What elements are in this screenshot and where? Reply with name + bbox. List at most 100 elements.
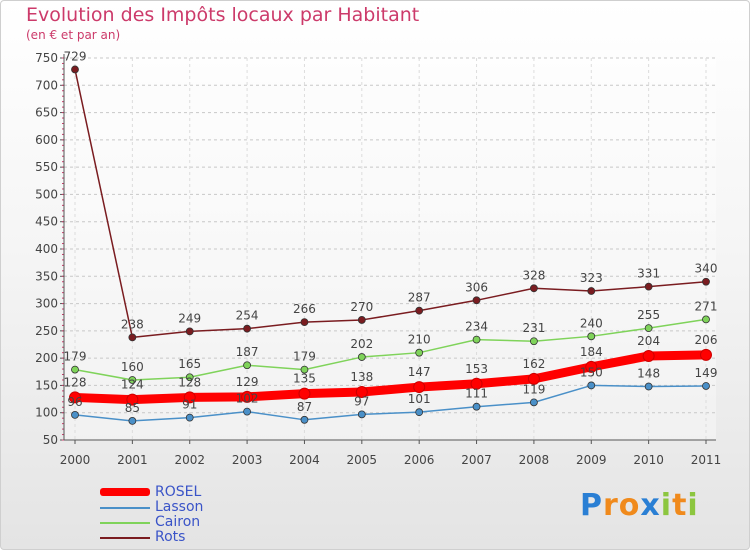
xtick-label-2007: 2007 <box>461 453 492 467</box>
point-lasson-2005 <box>357 410 366 419</box>
point-cairon-2004 <box>300 365 309 374</box>
point-rots-2005 <box>357 316 366 324</box>
xtick-label-2005: 2005 <box>347 453 378 467</box>
series-line-cairon <box>74 318 707 381</box>
point-cairon-2002 <box>185 373 194 382</box>
data-label-lasson-2008: 119 <box>522 382 545 396</box>
point-lasson-2002 <box>185 413 194 422</box>
point-rots-2003 <box>243 324 251 333</box>
data-label-rosel-2008: 162 <box>522 357 545 371</box>
data-label-cairon-2003: 187 <box>236 345 259 359</box>
ytick-label-650: 650 <box>35 106 58 120</box>
point-rots-2002 <box>185 327 194 336</box>
ytick-label-750: 750 <box>35 51 58 65</box>
data-label-lasson-2010: 148 <box>637 367 660 381</box>
xtick-label-2008: 2008 <box>519 453 550 467</box>
xtick-label-2006: 2006 <box>404 453 435 467</box>
data-label-rosel-2002: 128 <box>178 375 201 389</box>
data-label-rosel-2009: 184 <box>580 345 603 359</box>
series-line-rosel <box>70 350 711 405</box>
data-label-lasson-2009: 150 <box>580 365 603 379</box>
data-label-cairon-2000: 179 <box>64 350 87 364</box>
point-cairon-2008 <box>530 337 538 346</box>
data-label-rosel-2003: 129 <box>236 375 259 389</box>
legend-label-lasson: Lasson <box>155 499 204 515</box>
xtick-label-2001: 2001 <box>117 453 148 467</box>
data-label-lasson-2006: 101 <box>408 392 431 406</box>
data-label-rosel-2010: 204 <box>637 334 660 348</box>
ytick-label-200: 200 <box>35 351 58 365</box>
data-label-rosel-2005: 138 <box>350 370 373 384</box>
point-lasson-2001 <box>128 416 137 425</box>
data-label-rots-2003: 254 <box>236 309 259 323</box>
data-label-lasson-2007: 111 <box>465 387 488 401</box>
point-rots-2009 <box>587 287 596 295</box>
ytick-label-700: 700 <box>35 78 58 92</box>
point-lasson-2009 <box>587 381 596 390</box>
ytick-label-500: 500 <box>35 187 58 201</box>
xtick-label-2011: 2011 <box>691 453 722 467</box>
data-label-rosel-2000: 128 <box>64 375 87 389</box>
point-rosel-2010 <box>642 349 655 362</box>
legend-label-cairon: Cairon <box>155 514 201 530</box>
point-lasson-2003 <box>243 407 251 416</box>
data-label-cairon-2005: 202 <box>350 337 373 351</box>
point-rosel-2008 <box>527 372 540 385</box>
point-rots-2000 <box>71 65 79 74</box>
point-rosel-2005 <box>355 385 368 398</box>
xtick-label-2000: 2000 <box>60 453 91 467</box>
point-rosel-2001 <box>126 393 139 406</box>
data-label-cairon-2010: 255 <box>637 308 660 322</box>
data-label-rots-2002: 249 <box>178 311 201 325</box>
data-label-rots-2011: 340 <box>695 262 718 276</box>
data-label-cairon-2009: 240 <box>580 316 603 330</box>
data-label-cairon-2006: 210 <box>408 333 431 347</box>
data-label-rots-2000: 729 <box>64 49 87 63</box>
proxiti-logo: Proxiti <box>580 488 699 523</box>
logo-letter: i <box>687 488 699 523</box>
data-label-rots-2010: 331 <box>637 267 660 281</box>
point-rosel-2004 <box>298 387 311 400</box>
data-label-rots-2009: 323 <box>580 271 603 285</box>
data-label-rosel-2007: 153 <box>465 362 488 376</box>
legend-swatch-cairon <box>100 522 150 524</box>
point-lasson-2010 <box>644 382 653 391</box>
ytick-label-400: 400 <box>35 242 58 256</box>
logo-letter: x <box>640 488 661 523</box>
ytick-label-600: 600 <box>35 133 58 147</box>
ytick-label-150: 150 <box>35 378 58 392</box>
data-label-lasson-2005: 97 <box>354 394 369 408</box>
point-cairon-2011 <box>702 315 710 324</box>
ytick-label-300: 300 <box>35 297 58 311</box>
data-label-rots-2001: 238 <box>121 317 144 331</box>
data-label-rots-2007: 306 <box>465 280 488 294</box>
data-label-rots-2006: 287 <box>408 291 431 305</box>
point-lasson-2011 <box>702 382 710 390</box>
point-rosel-2002 <box>183 391 196 404</box>
point-rots-2004 <box>300 318 309 327</box>
series-line-rots <box>74 68 707 339</box>
legend-swatch-rots <box>100 537 150 539</box>
data-label-rosel-2001: 124 <box>121 378 144 392</box>
ytick-label-450: 450 <box>35 215 58 229</box>
point-rots-2001 <box>128 333 137 342</box>
point-lasson-2006 <box>415 408 424 417</box>
legend-swatch-lasson <box>100 507 150 509</box>
data-label-lasson-2003: 102 <box>236 392 259 406</box>
data-label-cairon-2007: 234 <box>465 320 488 334</box>
data-label-rots-2008: 328 <box>522 268 545 282</box>
ytick-label-250: 250 <box>35 324 58 338</box>
point-rots-2010 <box>644 282 653 291</box>
point-rosel-2000 <box>69 391 81 404</box>
point-lasson-2004 <box>300 415 309 424</box>
point-cairon-2006 <box>415 348 424 357</box>
point-lasson-2008 <box>530 398 538 407</box>
data-label-rots-2004: 266 <box>293 302 316 316</box>
xtick-label-2002: 2002 <box>174 453 205 467</box>
data-label-cairon-2002: 165 <box>178 357 201 371</box>
data-label-rosel-2004: 135 <box>293 372 316 386</box>
point-rosel-2007 <box>470 377 483 390</box>
point-rosel-2011 <box>700 348 712 361</box>
point-lasson-2007 <box>472 402 481 411</box>
xtick-label-2009: 2009 <box>576 453 607 467</box>
